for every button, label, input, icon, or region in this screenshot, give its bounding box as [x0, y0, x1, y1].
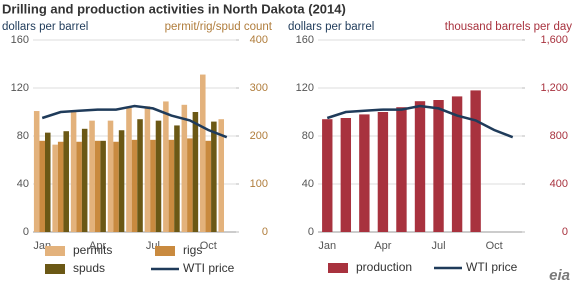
bar [451, 96, 463, 233]
legend-swatch [45, 264, 65, 274]
bar [470, 90, 481, 233]
x-tick-label: Apr [374, 240, 391, 252]
y2-tick-label: 400 [550, 178, 568, 190]
y-tick-label: 80 [302, 130, 314, 142]
bar [174, 125, 180, 232]
bar [100, 140, 106, 232]
x-tick-label: Apr [89, 240, 106, 252]
legend-swatch [45, 246, 65, 256]
bar [81, 128, 88, 232]
bar [396, 107, 407, 232]
bar [57, 141, 64, 232]
legend-swatch [155, 246, 175, 256]
bar [150, 139, 156, 232]
y2-tick-label: 0 [562, 226, 568, 238]
legend-label: WTI price [183, 261, 235, 275]
bar [218, 119, 225, 232]
bar [63, 131, 69, 232]
bar [131, 139, 138, 232]
bar [126, 107, 132, 232]
bar [89, 120, 95, 232]
bar [200, 74, 206, 232]
legend-label: WTI price [466, 260, 518, 274]
bar [76, 141, 82, 232]
line [41, 104, 228, 139]
bar [205, 140, 212, 232]
y-axis-label: dollars per barrel [288, 21, 374, 33]
chart-title: Drilling and production activities in No… [2, 1, 346, 16]
y-tick-label: 0 [23, 226, 29, 238]
y-tick-label: 80 [17, 130, 29, 142]
y2-axis-label: permit/rig/spud count [165, 21, 273, 33]
y2-tick-label: 0 [262, 226, 268, 238]
y2-tick-label: 800 [550, 130, 568, 142]
bar [107, 120, 114, 232]
y-tick-label: 160 [296, 34, 314, 46]
bar [192, 112, 199, 232]
y2-tick-label: 300 [250, 82, 268, 94]
y-tick-label: 0 [308, 226, 314, 238]
y-tick-label: 40 [17, 178, 29, 190]
bar [94, 140, 101, 232]
bar [168, 139, 175, 232]
bar [340, 118, 352, 232]
bar [181, 104, 188, 232]
y2-tick-label: 1,600 [540, 34, 568, 46]
bar [322, 119, 333, 232]
y-tick-label: 120 [11, 82, 29, 94]
bar [211, 121, 217, 232]
x-tick-label: Oct [200, 240, 217, 252]
bar [70, 112, 77, 232]
y2-tick-label: 1,200 [540, 82, 568, 94]
y-axis-label: dollars per barrel [2, 21, 88, 33]
x-tick-label: Oct [486, 240, 503, 252]
bar [433, 100, 444, 232]
legend-label: production [356, 260, 412, 274]
y-tick-label: 120 [296, 82, 314, 94]
bar [187, 138, 193, 232]
bar [163, 101, 169, 232]
legend-swatch [328, 263, 348, 273]
bar [113, 141, 119, 232]
bar [33, 111, 40, 232]
bar [377, 112, 389, 232]
bar [137, 119, 143, 232]
bar [359, 114, 370, 232]
bar [118, 130, 125, 232]
y2-tick-label: 100 [250, 178, 268, 190]
bar [144, 106, 151, 232]
legend-label: rigs [183, 243, 202, 257]
line [326, 104, 514, 139]
y2-axis-label: thousand barrels per day [445, 21, 572, 33]
y2-tick-label: 200 [250, 130, 268, 142]
legend-label: permits [73, 243, 112, 257]
y-tick-label: 40 [302, 178, 314, 190]
bar [414, 101, 426, 232]
x-tick-label: Jan [318, 240, 336, 252]
y-tick-label: 160 [11, 34, 29, 46]
bar [52, 144, 58, 232]
legend-label: spuds [73, 261, 105, 275]
x-tick-label: Jul [432, 240, 446, 252]
y2-tick-label: 400 [250, 34, 268, 46]
bar [44, 132, 51, 232]
bar [39, 140, 45, 232]
bar [155, 120, 162, 232]
logo: eia [549, 267, 570, 284]
